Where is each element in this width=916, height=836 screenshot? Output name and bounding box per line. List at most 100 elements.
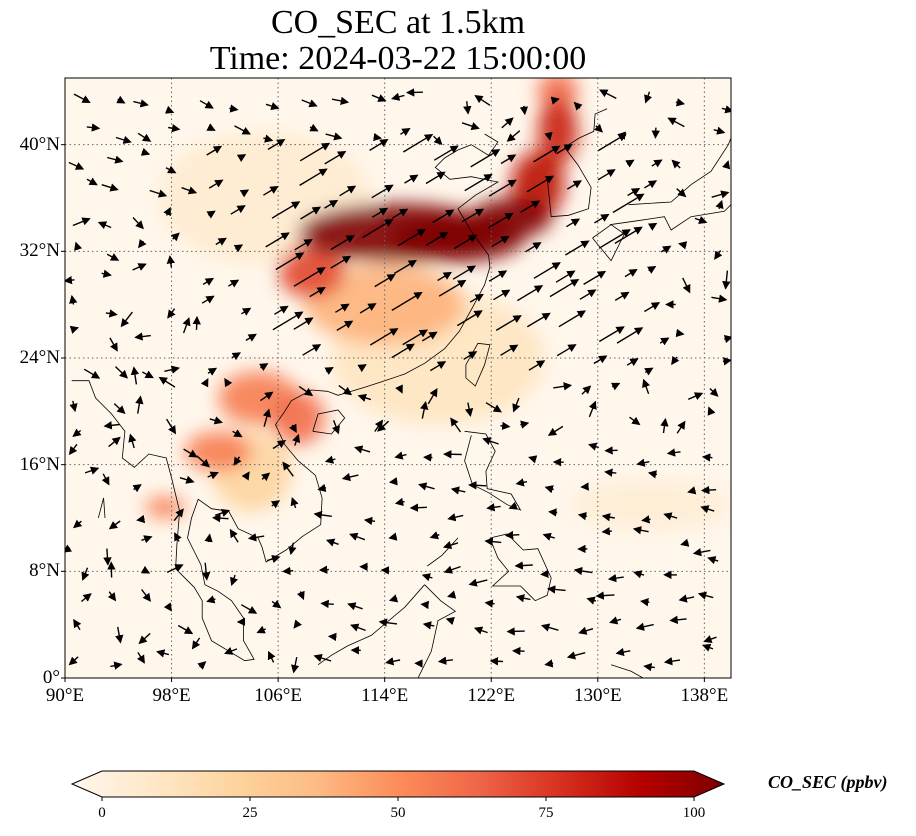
wind-vector-386 <box>325 132 343 141</box>
wind-vector-2 <box>136 652 145 664</box>
wind-vector-284 <box>437 271 453 282</box>
wind-vector-118 <box>486 503 501 512</box>
wind-vector-371 <box>533 145 561 163</box>
wind-vector-291 <box>646 265 657 274</box>
wind-vector-114 <box>363 516 376 526</box>
wind-vector-360 <box>165 165 177 174</box>
wind-vector-372 <box>556 143 573 155</box>
wind-vector-86 <box>141 535 153 544</box>
wind-vector-37 <box>578 626 594 635</box>
wind-vector-190 <box>113 403 126 415</box>
wind-vector-295 <box>106 253 120 261</box>
wind-vector-111 <box>270 500 281 509</box>
wind-vector-320 <box>230 205 246 215</box>
wind-vector-318 <box>163 206 171 217</box>
lon-tick-label: 106°E <box>254 685 302 706</box>
wind-vector-315 <box>72 217 91 227</box>
wind-vector-183 <box>547 425 564 436</box>
wind-vector-194 <box>224 377 233 388</box>
wind-vector-132 <box>261 472 271 482</box>
wind-vector-66 <box>166 564 184 574</box>
wind-vector-417 <box>644 91 653 104</box>
wind-vector-407 <box>331 96 350 106</box>
wind-vector-63 <box>81 567 90 581</box>
wind-vector-78 <box>540 569 549 578</box>
wind-vector-53 <box>420 600 430 610</box>
wind-vector-137 <box>418 482 435 491</box>
wind-vector-266 <box>517 285 544 302</box>
wind-vector-103 <box>680 538 690 547</box>
coastline-11 <box>427 537 459 567</box>
wind-vector-228 <box>644 367 654 376</box>
wind-vector-95 <box>429 531 440 540</box>
wind-vector-182 <box>520 420 530 429</box>
wind-vector-29 <box>327 632 337 642</box>
wind-vector-292 <box>682 277 691 294</box>
wind-vector-207 <box>642 378 651 395</box>
wind-vector-96 <box>442 541 459 550</box>
wind-vector-192 <box>158 376 176 388</box>
wind-vector-0 <box>68 656 79 666</box>
wind-vector-364 <box>299 142 331 162</box>
wind-vector-249 <box>659 337 670 346</box>
wind-vector-279 <box>275 252 305 271</box>
wind-vector-296 <box>138 238 147 249</box>
wind-vector-46 <box>206 595 216 604</box>
wind-vector-84 <box>65 544 73 553</box>
wind-vector-273 <box>65 275 75 285</box>
wind-vector-173 <box>232 429 243 438</box>
wind-vector-234 <box>182 317 191 334</box>
wind-vector-33 <box>445 617 455 626</box>
wind-vector-127 <box>101 473 110 486</box>
wind-vector-7 <box>291 656 300 674</box>
wind-vector-297 <box>170 232 180 242</box>
colorbar-body <box>70 770 726 798</box>
wind-vector-414 <box>550 96 560 105</box>
wind-vector-388 <box>400 127 411 136</box>
wind-vector-404 <box>229 104 239 113</box>
wind-vector-324 <box>371 207 389 218</box>
wind-vector-59 <box>595 591 615 600</box>
wind-vector-313 <box>678 241 688 250</box>
wind-vector-258 <box>274 305 289 315</box>
wind-vector-138 <box>450 486 466 495</box>
wind-vector-68 <box>230 574 238 587</box>
wind-vector-6 <box>267 650 276 663</box>
wind-vector-10 <box>385 657 401 666</box>
wind-vector-32 <box>422 621 435 630</box>
wind-vector-301 <box>294 238 313 251</box>
wind-vector-398 <box>713 126 726 135</box>
wind-vector-172 <box>209 416 223 425</box>
wind-vector-269 <box>614 291 630 302</box>
wind-vector-62 <box>697 591 714 600</box>
wind-vector-141 <box>544 485 554 494</box>
wind-vector-212 <box>141 370 154 379</box>
wind-vector-341 <box>239 189 250 198</box>
wind-vector-97 <box>484 537 502 546</box>
wind-vector-275 <box>132 263 147 271</box>
wind-vector-368 <box>433 145 459 161</box>
wind-vector-226 <box>593 355 608 365</box>
wind-vector-380 <box>137 132 152 142</box>
wind-vector-18 <box>643 662 655 672</box>
wind-vector-120 <box>548 508 558 517</box>
wind-vector-201 <box>464 402 474 417</box>
wind-vector-203 <box>512 397 521 413</box>
coastline-10 <box>317 584 425 666</box>
wind-vector-312 <box>660 245 672 254</box>
wind-vector-350 <box>526 175 555 193</box>
wind-vector-359 <box>140 147 151 156</box>
wind-vector-146 <box>701 485 717 495</box>
wind-vector-352 <box>597 169 616 181</box>
lon-tick-label: 130°E <box>573 685 622 706</box>
wind-vector-385 <box>309 123 319 132</box>
wind-vector-50 <box>320 599 334 609</box>
wind-vector-105 <box>73 519 83 529</box>
coastline-13 <box>610 664 644 678</box>
lat-tick-label: 8°N <box>29 560 60 582</box>
wind-vector-416 <box>599 89 617 100</box>
wind-vector-287 <box>533 262 561 279</box>
wind-vector-39 <box>635 622 654 631</box>
colorbar-tick-label: 25 <box>242 805 258 821</box>
wind-vector-242 <box>421 331 438 342</box>
